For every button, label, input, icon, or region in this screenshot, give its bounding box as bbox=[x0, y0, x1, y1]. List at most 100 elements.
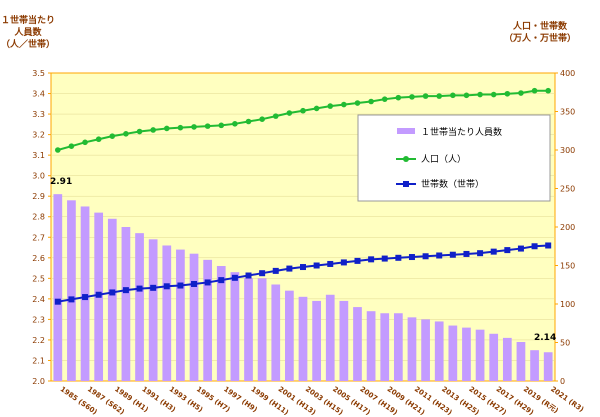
households-point bbox=[68, 296, 75, 303]
left-tick-label: 3.4 bbox=[32, 90, 45, 99]
right-tick-label: 400 bbox=[560, 69, 575, 78]
bar bbox=[366, 311, 376, 381]
households-point bbox=[82, 294, 89, 301]
population-point bbox=[218, 122, 225, 129]
population-point bbox=[409, 94, 415, 100]
bar bbox=[148, 239, 158, 381]
left-tick-label: 2.3 bbox=[32, 315, 45, 324]
households-point bbox=[54, 298, 61, 305]
population-point bbox=[245, 118, 252, 125]
households-point bbox=[259, 270, 266, 277]
population-point bbox=[300, 107, 306, 114]
right-tick-label: 200 bbox=[560, 223, 575, 232]
bar bbox=[407, 317, 417, 381]
left-tick-label: 2.4 bbox=[32, 295, 45, 304]
left-axis-title: １世帯当たり人員数（人／世帯） bbox=[1, 14, 55, 50]
right-axis-ticks: 0 50 100 150 200 250 300 350 400 bbox=[555, 69, 575, 386]
left-tick-label: 3.1 bbox=[32, 151, 45, 160]
households-point bbox=[218, 277, 225, 284]
bar bbox=[216, 266, 226, 381]
households-point bbox=[381, 255, 388, 262]
households-point bbox=[122, 287, 129, 294]
population-point bbox=[95, 136, 102, 143]
households-point bbox=[463, 250, 470, 257]
population-point bbox=[232, 121, 238, 127]
households-point bbox=[245, 272, 252, 279]
bar bbox=[67, 200, 76, 381]
households-point bbox=[477, 250, 484, 257]
left-tick-label: 3.3 bbox=[32, 110, 45, 119]
legend-box bbox=[357, 114, 551, 202]
population-point bbox=[327, 103, 334, 109]
households-point bbox=[136, 285, 143, 292]
data-label-last: 2.14 bbox=[534, 333, 556, 343]
households-point bbox=[368, 256, 375, 263]
bar bbox=[298, 296, 308, 381]
population-point bbox=[191, 124, 197, 130]
legend: １世帯当たり人員数 人口（人） 世帯数（世帯） bbox=[357, 114, 551, 202]
bar bbox=[271, 284, 281, 381]
population-point bbox=[463, 92, 470, 99]
population-point bbox=[504, 90, 511, 97]
population-point bbox=[545, 87, 551, 94]
bar bbox=[203, 259, 213, 381]
bar bbox=[107, 218, 117, 381]
right-tick-label: 300 bbox=[560, 146, 575, 155]
left-tick-label: 2.6 bbox=[32, 254, 45, 263]
bar-series bbox=[53, 194, 553, 381]
households-point bbox=[340, 259, 347, 266]
population-point bbox=[341, 101, 347, 108]
bar bbox=[285, 290, 294, 381]
right-tick-label: 100 bbox=[560, 300, 575, 309]
population-point bbox=[436, 93, 443, 99]
right-tick-label: 350 bbox=[560, 108, 575, 117]
left-tick-label: 2.0 bbox=[32, 377, 45, 386]
households-point bbox=[204, 279, 211, 286]
bar bbox=[543, 352, 553, 381]
population-point bbox=[354, 100, 361, 106]
households-point bbox=[150, 284, 157, 291]
population-point bbox=[477, 91, 483, 98]
left-tick-label: 2.7 bbox=[32, 233, 45, 242]
population-point bbox=[286, 110, 293, 116]
x-axis-ticks: 1985 (S60)1987 (S62)1989 (H1)1991 (H3)19… bbox=[59, 385, 586, 417]
population-point bbox=[68, 143, 75, 149]
left-tick-label: 2.1 bbox=[32, 356, 45, 365]
bar bbox=[135, 233, 144, 381]
households-point bbox=[313, 262, 320, 269]
population-point bbox=[490, 91, 497, 98]
bar bbox=[475, 329, 485, 381]
left-axis-title-line: １世帯当たり bbox=[1, 14, 55, 26]
left-tick-label: 3.0 bbox=[32, 172, 45, 181]
population-point bbox=[531, 87, 538, 94]
households-point bbox=[163, 283, 170, 290]
households-point bbox=[286, 265, 293, 272]
bar bbox=[353, 307, 362, 381]
bar bbox=[516, 341, 526, 381]
households-point bbox=[177, 282, 184, 289]
right-tick-label: 250 bbox=[560, 185, 575, 194]
left-axis-title-line: （人／世帯） bbox=[1, 38, 55, 50]
legend-households-marker bbox=[403, 181, 409, 187]
bar bbox=[434, 321, 444, 381]
legend-label-households: 世帯数（世帯） bbox=[421, 178, 484, 190]
households-point bbox=[272, 267, 279, 274]
households-point bbox=[95, 291, 102, 298]
left-tick-label: 2.9 bbox=[32, 192, 45, 201]
bar bbox=[462, 327, 471, 381]
population-point bbox=[204, 123, 211, 129]
right-axis-title-line: （万人・万世帯） bbox=[504, 32, 576, 44]
population-point bbox=[163, 125, 170, 132]
bar bbox=[380, 313, 390, 381]
line-series bbox=[54, 87, 552, 305]
bar bbox=[257, 278, 267, 381]
population-point bbox=[395, 94, 402, 101]
right-tick-label: 150 bbox=[560, 262, 575, 271]
left-tick-label: 3.2 bbox=[32, 131, 45, 140]
bar bbox=[448, 325, 458, 381]
right-axis-title-line: 人口・世帯数 bbox=[512, 20, 568, 32]
population-point bbox=[109, 133, 116, 139]
left-tick-label: 2.2 bbox=[32, 336, 45, 345]
data-label-first: 2.91 bbox=[50, 177, 72, 187]
